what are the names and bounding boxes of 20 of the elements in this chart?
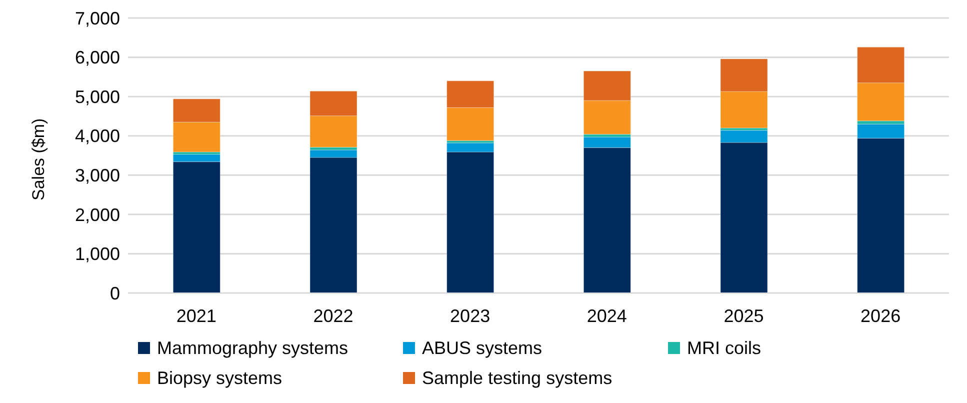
y-tick-label: 1,000 xyxy=(74,244,120,264)
x-tick-label: 2022 xyxy=(313,306,354,326)
legend-label: Biopsy systems xyxy=(157,368,282,388)
legend-label: Sample testing systems xyxy=(422,368,612,388)
legend-label: MRI coils xyxy=(687,338,762,358)
y-tick-label: 3,000 xyxy=(74,166,120,186)
x-tick-label: 2025 xyxy=(724,306,764,326)
y-tick-label: 7,000 xyxy=(74,8,120,28)
x-tick-label: 2024 xyxy=(586,306,627,326)
y-tick-label: 0 xyxy=(110,283,120,304)
y-tick-label: 4,000 xyxy=(74,126,120,146)
y-tick-label: 6,000 xyxy=(74,48,120,68)
legend-label: ABUS systems xyxy=(422,338,542,358)
legend-label: Mammography systems xyxy=(157,338,348,358)
x-tick-label: 2021 xyxy=(176,306,216,326)
x-tick-label: 2023 xyxy=(450,306,490,326)
y-axis-title: Sales ($m) xyxy=(29,118,48,200)
x-tick-label: 2026 xyxy=(860,306,901,326)
y-tick-label: 5,000 xyxy=(74,86,120,107)
y-tick-label: 2,000 xyxy=(74,204,120,225)
